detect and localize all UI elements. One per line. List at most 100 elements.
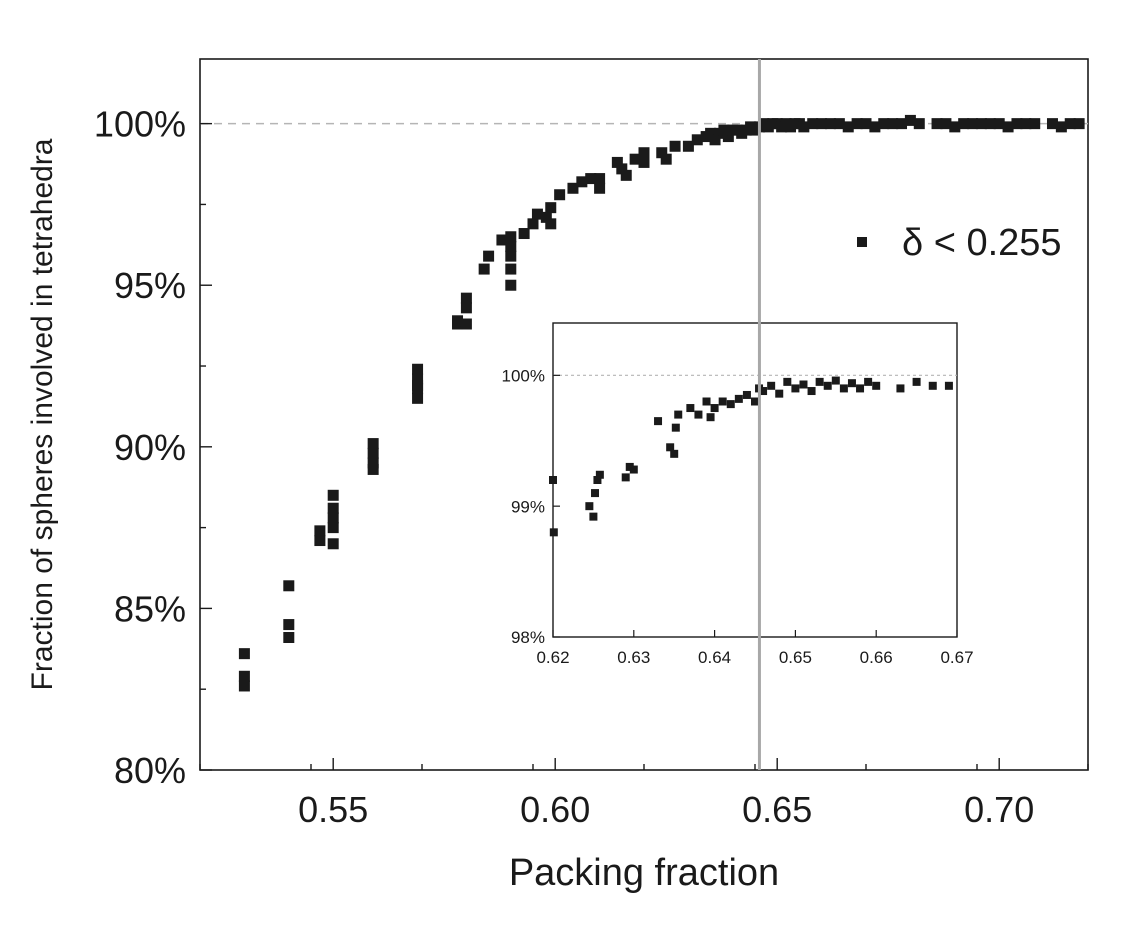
y-tick-label: 85% xyxy=(114,588,186,629)
data-point xyxy=(327,512,339,524)
data-point xyxy=(505,263,517,275)
data-point xyxy=(629,153,641,165)
data-point xyxy=(691,134,703,146)
data-point xyxy=(327,538,339,550)
data-point xyxy=(928,381,937,390)
data-point xyxy=(327,522,339,534)
data-point xyxy=(940,118,952,130)
x-tick-label: 0.62 xyxy=(536,648,569,667)
data-point xyxy=(831,376,840,385)
data-point xyxy=(638,147,650,159)
data-point xyxy=(958,118,970,130)
data-point xyxy=(594,173,606,185)
y-tick-label: 95% xyxy=(114,265,186,306)
data-point xyxy=(638,156,650,168)
data-point xyxy=(783,377,792,386)
y-tick-label: 80% xyxy=(114,750,186,791)
data-point xyxy=(864,377,873,386)
data-point xyxy=(896,118,908,130)
data-point xyxy=(327,502,339,514)
data-point xyxy=(775,389,784,398)
data-point xyxy=(869,121,881,133)
data-point xyxy=(1011,118,1023,130)
data-point xyxy=(856,384,865,393)
data-point xyxy=(666,443,675,452)
data-point xyxy=(975,118,987,130)
data-point xyxy=(589,512,598,521)
data-point xyxy=(412,379,424,391)
data-point xyxy=(833,118,845,130)
data-point xyxy=(460,302,472,314)
data-point xyxy=(621,473,630,482)
data-point xyxy=(815,377,824,386)
data-point xyxy=(314,535,326,547)
data-point xyxy=(629,465,638,474)
data-point xyxy=(913,118,925,130)
data-point xyxy=(842,121,854,133)
x-tick-label: 0.65 xyxy=(779,648,812,667)
data-point xyxy=(767,381,776,390)
data-point xyxy=(851,118,863,130)
plot-frame xyxy=(552,322,958,638)
data-point xyxy=(726,400,735,409)
data-point xyxy=(984,118,996,130)
legend-marker xyxy=(857,237,867,247)
data-point xyxy=(595,470,604,479)
data-point xyxy=(660,153,672,165)
data-point xyxy=(860,118,872,130)
data-point xyxy=(585,502,594,511)
data-point xyxy=(671,423,680,432)
y-tick-label: 90% xyxy=(114,427,186,468)
inset-plot: 0.62 0.63 0.64 0.65 0.66 0.67 98% 99% 100% xyxy=(502,322,974,667)
data-point xyxy=(518,228,530,240)
data-point xyxy=(823,381,832,390)
data-point xyxy=(872,381,881,390)
data-point xyxy=(585,173,597,185)
data-point xyxy=(591,489,600,498)
data-point xyxy=(742,390,751,399)
data-point xyxy=(594,182,606,194)
x-axis-title: Packing fraction xyxy=(509,852,779,894)
data-point xyxy=(878,118,890,130)
data-point xyxy=(1064,118,1076,130)
data-point xyxy=(944,381,953,390)
data-point xyxy=(734,394,743,403)
data-point xyxy=(527,218,539,230)
data-point xyxy=(505,240,517,252)
data-point xyxy=(682,140,694,152)
data-point xyxy=(1029,118,1041,130)
data-point xyxy=(412,392,424,404)
data-point xyxy=(576,176,588,188)
x-tick-label: 0.64 xyxy=(698,648,731,667)
data-point xyxy=(238,670,250,682)
y-tick-label: 100% xyxy=(94,104,186,145)
data-point xyxy=(367,457,379,469)
data-point xyxy=(412,363,424,375)
data-point xyxy=(798,121,810,133)
data-point xyxy=(1055,121,1067,133)
data-point xyxy=(993,118,1005,130)
data-point xyxy=(896,384,905,393)
data-point xyxy=(549,528,558,537)
data-point xyxy=(904,114,916,126)
data-point xyxy=(722,131,734,143)
data-point xyxy=(478,263,490,275)
y-tick-label: 100% xyxy=(502,366,545,385)
data-point xyxy=(706,413,715,422)
data-point xyxy=(1046,118,1058,130)
data-point xyxy=(505,231,517,243)
data-point xyxy=(460,292,472,304)
data-point xyxy=(709,134,721,146)
data-point xyxy=(751,397,759,406)
data-point xyxy=(314,525,326,537)
data-point xyxy=(238,648,250,660)
x-tick-label: 0.63 xyxy=(617,648,650,667)
x-tick-label: 0.65 xyxy=(742,789,812,830)
data-point xyxy=(567,182,579,194)
data-point xyxy=(816,118,828,130)
data-point xyxy=(460,318,472,330)
data-point xyxy=(327,489,339,501)
x-tick-label: 0.70 xyxy=(964,789,1034,830)
